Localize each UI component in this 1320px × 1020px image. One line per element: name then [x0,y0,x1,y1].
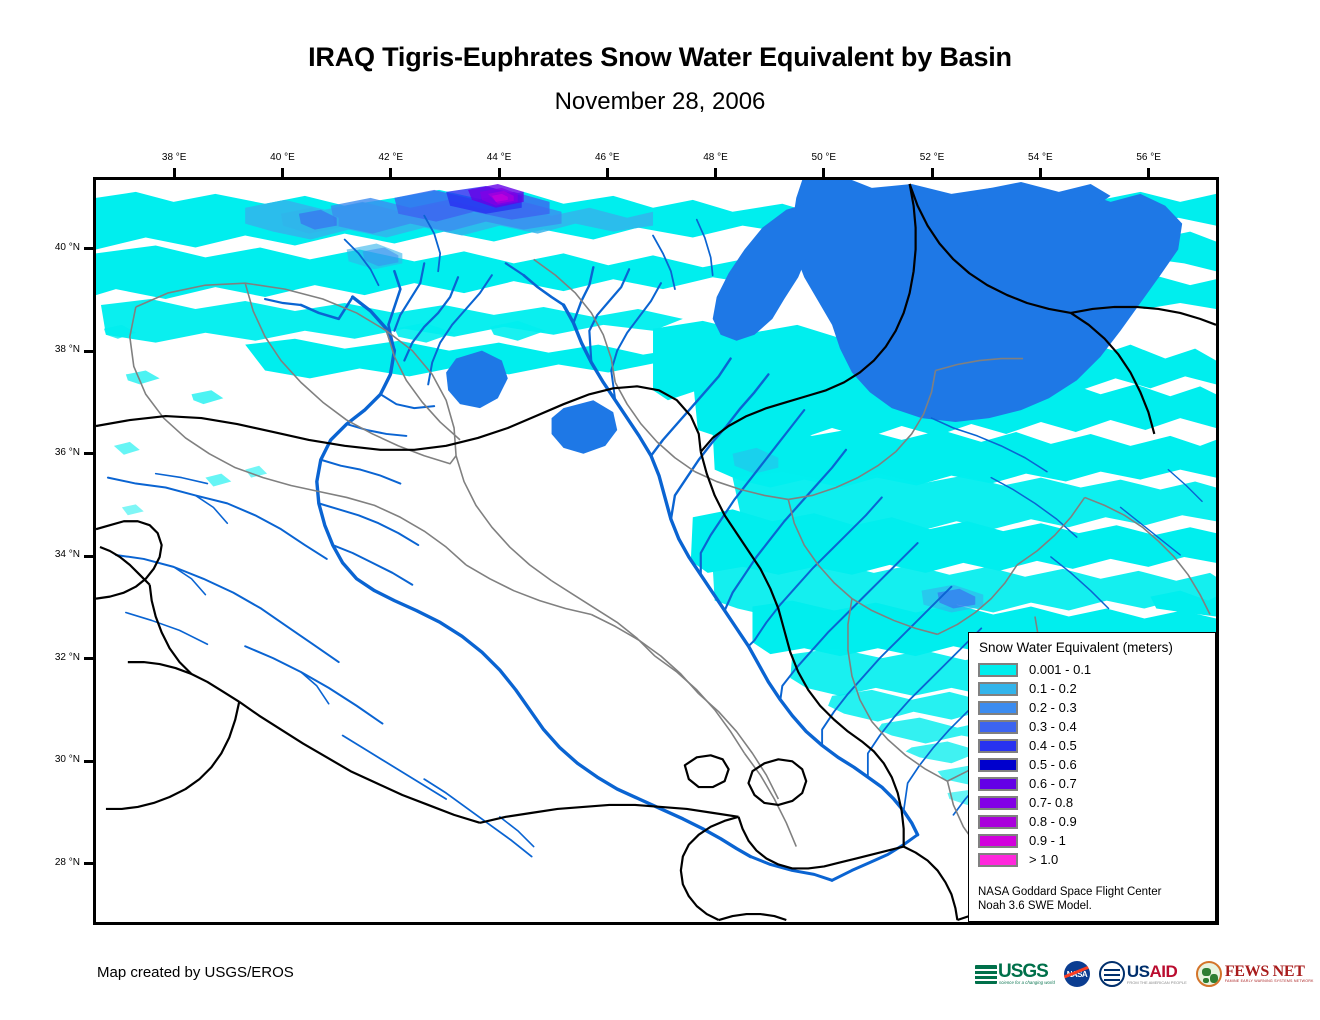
country-borders [96,183,1216,922]
legend-source-note: NASA Goddard Space Flight Center Noah 3.… [978,885,1161,913]
longitude-tick [714,168,718,177]
legend-row: > 1.0 [978,850,1215,869]
legend-row: 0.7- 0.8 [978,793,1215,812]
longitude-label: 46 °E [594,152,620,163]
map-graphic [96,180,1216,922]
latitude-tick [84,349,93,353]
latitude-label: 32 °N [54,651,80,663]
legend-row: 0.5 - 0.6 [978,755,1215,774]
legend-label: 0.3 - 0.4 [1029,718,1077,734]
latitude-tick [84,554,93,558]
legend-row: 0.4 - 0.5 [978,736,1215,755]
longitude-tick [1147,168,1151,177]
usgs-wave-icon [975,964,997,984]
latitude-tick [84,862,93,866]
longitude-label: 50 °E [811,152,837,163]
legend-class-list: 0.001 - 0.1 0.1 - 0.2 0.2 - 0.3 0.3 - 0.4 0.… [978,660,1215,869]
page-subtitle: November 28, 2006 [554,88,766,115]
usaid-tagline: FROM THE AMERICAN PEOPLE [1126,979,1187,985]
legend-row: 0.3 - 0.4 [978,717,1215,736]
longitude-label: 40 °E [270,152,295,163]
longitude-tick [497,168,501,177]
legend-swatch [978,662,1018,677]
longitude-tick [280,168,284,177]
latitude-label: 40 °N [54,241,80,253]
fews-tagline: FAMINE EARLY WARNING SYSTEMS NETWORK [1224,979,1314,983]
legend-label: 0.001 - 0.1 [1029,661,1092,677]
page-title: IRAQ Tigris-Euphrates Snow Water Equival… [308,42,1012,72]
legend-row: 0.2 - 0.3 [978,698,1215,717]
longitude-tick [930,168,934,177]
usgs-tagline: science for a changing world [999,979,1055,985]
legend-row: 0.9 - 1 [978,831,1215,850]
longitude-label: 48 °E [703,152,728,163]
legend-swatch [978,681,1018,696]
map-credit: Map created by USGS/EROS [97,964,294,981]
legend-swatch [978,700,1018,715]
legend-label: 0.6 - 0.7 [1029,775,1077,791]
fews-net-logo[interactable]: FEWS NET FAMINE EARLY WARNING SYSTEMS NE… [1195,959,1314,989]
latitude-tick [84,247,93,251]
legend-swatch [978,795,1018,810]
latitude-label: 30 °N [54,754,80,766]
legend-row: 0.6 - 0.7 [978,774,1215,793]
latitude-label: 38 °N [54,344,80,356]
legend-swatch [978,719,1018,734]
longitude-label: 52 °E [919,152,945,163]
longitude-tick [822,168,826,177]
legend-row: 0.8 - 0.9 [978,812,1215,831]
legend-swatch [978,776,1018,791]
legend-swatch [978,738,1018,753]
legend-label: 0.9 - 1 [1029,832,1066,848]
usaid-wordmark-aid: AID [1149,961,1178,981]
longitude-label: 54 °E [1028,152,1053,163]
latitude-tick [84,759,93,763]
legend-swatch [978,814,1018,829]
latitude-tick [84,657,93,661]
map-legend: Snow Water Equivalent (meters) 0.001 - 0… [968,632,1216,922]
legend-label: > 1.0 [1029,851,1059,867]
fews-wordmark: FEWS NET [1224,963,1305,980]
latitude-label: 28 °N [54,856,80,868]
longitude-tick [605,168,609,177]
nasa-logo[interactable]: NASA [1063,959,1090,989]
fews-globe-icon [1195,961,1222,987]
usgs-logo[interactable]: USGS science for a changing world [975,959,1055,989]
legend-label: 0.7- 0.8 [1029,794,1074,810]
longitude-label: 56 °E [1136,152,1161,163]
usaid-logo[interactable]: USAID FROM THE AMERICAN PEOPLE [1098,959,1187,989]
legend-label: 0.8 - 0.9 [1029,813,1077,829]
legend-note-line2: Noah 3.6 SWE Model. [978,900,1092,912]
usaid-wordmark: USAID [1126,961,1187,981]
longitude-tick [389,168,393,177]
legend-swatch [978,852,1018,867]
legend-swatch [978,757,1018,772]
legend-label: 0.4 - 0.5 [1029,737,1077,753]
longitude-tick [1038,168,1042,177]
latitude-label: 36 °N [54,446,80,458]
latitude-label: 34 °N [54,549,80,561]
legend-row: 0.1 - 0.2 [978,679,1215,698]
legend-label: 0.2 - 0.3 [1029,699,1077,715]
usgs-wordmark: USGS [998,960,1049,982]
longitude-label: 42 °E [378,152,404,163]
longitude-label: 44 °E [486,152,512,163]
longitude-tick [172,168,176,177]
nasa-meatball-icon: NASA [1063,961,1090,987]
longitude-label: 38 °E [161,152,187,163]
map-canvas[interactable] [93,177,1219,925]
water-bodies [446,180,1183,454]
legend-swatch [978,833,1018,848]
swe-layer-blue [245,183,984,613]
legend-label: 0.1 - 0.2 [1029,680,1077,696]
usaid-wordmark-us: US [1126,961,1150,981]
agency-logos: USGS science for a changing world NASA U… [975,957,1314,991]
legend-title: Snow Water Equivalent (meters) [979,640,1173,655]
legend-note-line1: NASA Goddard Space Flight Center [978,886,1162,898]
legend-row: 0.001 - 0.1 [978,660,1215,679]
nasa-wordmark: NASA [1066,969,1088,979]
latitude-tick [84,452,93,456]
legend-label: 0.5 - 0.6 [1029,756,1077,772]
usaid-seal-icon [1098,961,1125,987]
